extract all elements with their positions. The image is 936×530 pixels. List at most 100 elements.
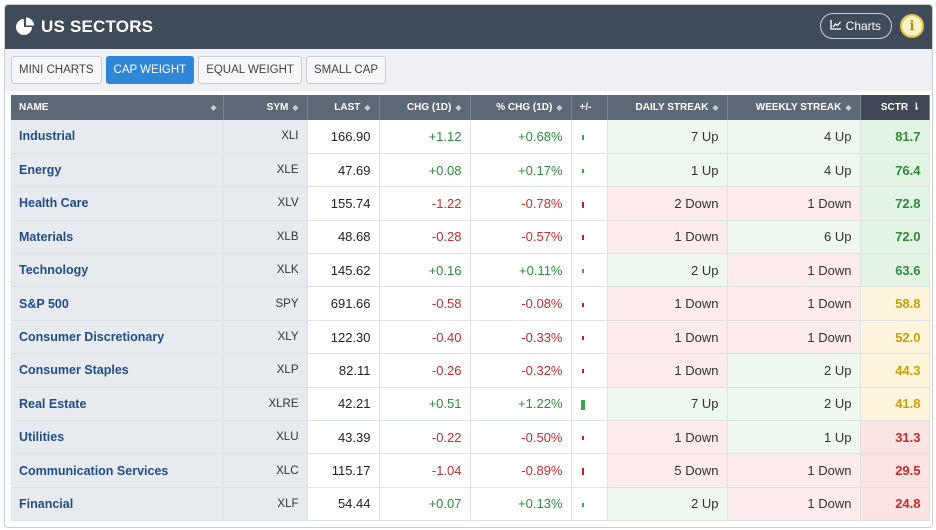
daily-streak: 5 Down [607, 453, 728, 488]
change-bar-cell [571, 320, 608, 355]
weekly-streak: 1 Down [727, 286, 861, 321]
sctr-score: 44.3 [860, 353, 930, 388]
daily-streak: 1 Down [607, 420, 728, 455]
table-row[interactable]: Materials XLB 48.68 -0.28 -0.57% 1 Down 6 Up 72… [11, 220, 930, 255]
sector-symbol: XLI [223, 120, 308, 154]
table-row[interactable]: Energy XLE 47.69 +0.08 +0.17% 1 Up 4 Up 76.4 [11, 153, 930, 188]
tab-mini-charts[interactable]: MINI CHARTS [11, 56, 102, 84]
daily-streak: 2 Down [607, 186, 728, 221]
col-header-name[interactable]: NAME ◆ [11, 95, 224, 120]
table-row[interactable]: Utilities XLU 43.39 -0.22 -0.50% 1 Down 1 Up 31… [11, 420, 930, 455]
sector-symbol: XLB [223, 220, 308, 255]
col-header-sctr[interactable]: SCTR ⇂ [860, 95, 930, 120]
sector-symbol: XLF [223, 487, 308, 522]
change-bar [582, 269, 584, 274]
info-button[interactable]: i [900, 14, 924, 38]
table-header-row: NAME ◆ SYM ◆ LAST ◆ CHG (1D) ◆ % CHG (1D) ◆ +… [11, 95, 930, 120]
sector-name[interactable]: Technology [11, 253, 224, 288]
sector-symbol: SPY [223, 286, 308, 321]
sector-name[interactable]: S&P 500 [11, 286, 224, 321]
tab-small-cap[interactable]: SMALL CAP [305, 56, 387, 84]
change-1d: -0.58 [379, 286, 471, 321]
sector-name[interactable]: Communication Services [11, 453, 224, 488]
pct-change-1d: -0.78% [470, 186, 572, 221]
sector-name[interactable]: Materials [11, 220, 224, 255]
sctr-score: 58.8 [860, 286, 930, 321]
table-row[interactable]: Communication Services XLC 115.17 -1.04 -0.8… [11, 453, 930, 488]
info-icon: i [909, 18, 915, 34]
pct-change-1d: -0.33% [470, 320, 572, 355]
last-price: 43.39 [307, 420, 380, 455]
pct-change-1d: -0.89% [470, 453, 572, 488]
sector-name[interactable]: Utilities [11, 420, 224, 455]
panel-title: US SECTORS [41, 17, 154, 36]
col-header-bar[interactable]: +/- [571, 95, 608, 120]
sector-symbol: XLY [223, 320, 308, 355]
last-price: 166.90 [307, 120, 380, 154]
sctr-score: 72.0 [860, 220, 930, 255]
table-row[interactable]: Financial XLF 54.44 +0.07 +0.13% 2 Up 1 Down 24… [11, 487, 930, 522]
change-1d: +0.51 [379, 387, 471, 422]
change-bar [582, 468, 584, 476]
col-header-pct-chg[interactable]: % CHG (1D) ◆ [470, 95, 572, 120]
daily-streak: 1 Down [607, 220, 728, 255]
sctr-score: 24.8 [860, 487, 930, 522]
table-row[interactable]: Consumer Discretionary XLY 122.30 -0.40 -0.3… [11, 320, 930, 355]
change-bar-cell [571, 253, 608, 288]
change-1d: +1.12 [379, 120, 471, 154]
sector-symbol: XLC [223, 453, 308, 488]
sctr-score: 81.7 [860, 120, 930, 154]
last-price: 82.11 [307, 353, 380, 388]
weekly-streak: 4 Up [727, 120, 861, 154]
col-header-chg[interactable]: CHG (1D) ◆ [379, 95, 471, 120]
change-bar-cell [571, 453, 608, 488]
sector-name[interactable]: Real Estate [11, 387, 224, 422]
sector-symbol: XLE [223, 153, 308, 188]
table-row[interactable]: Consumer Staples XLP 82.11 -0.26 -0.32% 1 Dow… [11, 353, 930, 388]
sector-symbol: XLP [223, 353, 308, 388]
change-bar [582, 336, 584, 341]
change-bar-cell [571, 286, 608, 321]
sector-name[interactable]: Consumer Staples [11, 353, 224, 388]
daily-streak: 7 Up [607, 120, 728, 154]
daily-streak: 1 Up [607, 153, 728, 188]
col-header-sym[interactable]: SYM ◆ [223, 95, 308, 120]
change-1d: -0.22 [379, 420, 471, 455]
col-header-daily-streak[interactable]: DAILY STREAK ◆ [607, 95, 728, 120]
table-row[interactable]: S&P 500 SPY 691.66 -0.58 -0.08% 1 Down 1 Down 5… [11, 286, 930, 321]
view-tabs: MINI CHARTS CAP WEIGHT EQUAL WEIGHT SMAL… [5, 49, 932, 91]
change-bar [581, 399, 585, 410]
change-bar [582, 235, 584, 241]
sector-symbol: XLV [223, 186, 308, 221]
weekly-streak: 1 Down [727, 320, 861, 355]
sector-name[interactable]: Health Care [11, 186, 224, 221]
table-row[interactable]: Industrial XLI 166.90 +1.12 +0.68% 7 Up 4 Up 81… [11, 120, 930, 154]
sector-symbol: XLU [223, 420, 308, 455]
weekly-streak: 1 Down [727, 487, 861, 522]
pct-change-1d: -0.08% [470, 286, 572, 321]
col-header-last[interactable]: LAST ◆ [307, 95, 380, 120]
tab-equal-weight[interactable]: EQUAL WEIGHT [198, 56, 302, 84]
weekly-streak: 2 Up [727, 387, 861, 422]
charts-button[interactable]: Charts [819, 13, 892, 39]
weekly-streak: 1 Up [727, 420, 861, 455]
last-price: 155.74 [307, 186, 380, 221]
tab-cap-weight[interactable]: CAP WEIGHT [105, 56, 195, 84]
change-bar-cell [571, 353, 608, 388]
sector-name[interactable]: Consumer Discretionary [11, 320, 224, 355]
weekly-streak: 6 Up [727, 220, 861, 255]
sector-name[interactable]: Industrial [11, 120, 224, 154]
change-1d: -1.04 [379, 453, 471, 488]
panel-header: US SECTORS Charts i [5, 5, 932, 49]
sort-desc-icon: ⇂ [912, 102, 921, 113]
col-header-weekly-streak[interactable]: WEEKLY STREAK ◆ [727, 95, 861, 120]
sector-name[interactable]: Energy [11, 153, 224, 188]
change-bar [582, 369, 584, 374]
table-row[interactable]: Real Estate XLRE 42.21 +0.51 +1.22% 7 Up 2 Up 4… [11, 387, 930, 422]
change-1d: -0.28 [379, 220, 471, 255]
sector-name[interactable]: Financial [11, 487, 224, 522]
change-bar [582, 302, 584, 307]
table-row[interactable]: Technology XLK 145.62 +0.16 +0.11% 2 Up 1 Down… [11, 253, 930, 288]
change-bar-cell [571, 120, 608, 154]
table-row[interactable]: Health Care XLV 155.74 -1.22 -0.78% 2 Down 1 D… [11, 186, 930, 221]
